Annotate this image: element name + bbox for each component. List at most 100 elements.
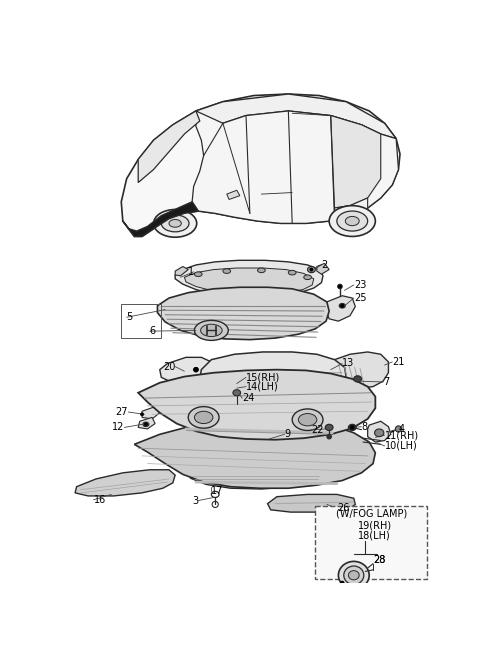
Ellipse shape: [144, 422, 147, 426]
Ellipse shape: [304, 275, 312, 280]
Ellipse shape: [350, 426, 354, 429]
Polygon shape: [267, 495, 355, 512]
Ellipse shape: [348, 424, 356, 430]
Polygon shape: [134, 420, 375, 488]
FancyBboxPatch shape: [315, 506, 427, 579]
Polygon shape: [138, 111, 200, 183]
Ellipse shape: [341, 304, 344, 307]
Ellipse shape: [194, 272, 202, 276]
Text: 26: 26: [337, 503, 349, 514]
Text: (W/FOG LAMP): (W/FOG LAMP): [336, 509, 407, 519]
Ellipse shape: [337, 211, 368, 231]
Polygon shape: [317, 263, 329, 274]
Ellipse shape: [194, 320, 228, 341]
Polygon shape: [75, 470, 175, 496]
Text: 2: 2: [322, 260, 328, 270]
Text: 1: 1: [188, 267, 193, 277]
Polygon shape: [335, 198, 368, 223]
Polygon shape: [200, 352, 346, 396]
Ellipse shape: [201, 324, 222, 337]
Text: 8: 8: [361, 422, 368, 432]
Text: 5: 5: [127, 312, 133, 322]
Polygon shape: [121, 94, 400, 236]
Text: 15(RH): 15(RH): [246, 372, 280, 383]
Ellipse shape: [308, 267, 315, 272]
Text: 24: 24: [242, 393, 254, 403]
Text: 18(LH): 18(LH): [358, 530, 390, 540]
Polygon shape: [326, 296, 355, 321]
Ellipse shape: [340, 581, 344, 585]
Polygon shape: [254, 420, 266, 429]
Ellipse shape: [143, 422, 149, 426]
Polygon shape: [192, 111, 398, 223]
Text: 6: 6: [150, 326, 156, 336]
Polygon shape: [188, 461, 323, 489]
Polygon shape: [331, 115, 381, 208]
Ellipse shape: [329, 206, 375, 236]
Ellipse shape: [310, 268, 313, 271]
Polygon shape: [138, 417, 155, 429]
Ellipse shape: [345, 216, 359, 226]
Ellipse shape: [337, 284, 342, 289]
Polygon shape: [184, 268, 314, 294]
Text: 11(RH): 11(RH): [384, 430, 419, 440]
Ellipse shape: [327, 434, 332, 439]
Text: 19(RH): 19(RH): [358, 520, 392, 530]
Text: 3: 3: [192, 496, 198, 506]
Text: 23: 23: [354, 280, 366, 290]
Ellipse shape: [348, 571, 359, 580]
Text: 9: 9: [285, 429, 290, 440]
Polygon shape: [138, 369, 375, 440]
Ellipse shape: [288, 271, 296, 275]
Text: 27: 27: [116, 407, 128, 417]
Polygon shape: [267, 420, 280, 429]
Text: 20: 20: [163, 362, 175, 371]
Ellipse shape: [161, 215, 189, 232]
Ellipse shape: [258, 268, 265, 272]
Polygon shape: [368, 421, 391, 442]
Ellipse shape: [344, 566, 364, 584]
Ellipse shape: [310, 268, 313, 271]
Ellipse shape: [396, 426, 402, 432]
Ellipse shape: [154, 210, 197, 237]
Polygon shape: [157, 288, 329, 340]
Ellipse shape: [169, 219, 181, 227]
Ellipse shape: [223, 269, 230, 273]
Text: 28: 28: [373, 555, 385, 565]
Polygon shape: [175, 267, 188, 276]
Ellipse shape: [188, 407, 219, 428]
Ellipse shape: [325, 424, 333, 430]
Text: 22: 22: [312, 424, 324, 435]
Text: 4: 4: [398, 424, 405, 434]
Text: 10(LH): 10(LH): [384, 441, 417, 451]
Ellipse shape: [341, 304, 344, 307]
Polygon shape: [227, 190, 240, 200]
Text: 7: 7: [383, 377, 389, 387]
Ellipse shape: [338, 561, 369, 589]
Polygon shape: [240, 420, 252, 429]
Ellipse shape: [292, 409, 323, 430]
Polygon shape: [227, 378, 243, 389]
Ellipse shape: [299, 413, 317, 426]
Polygon shape: [335, 352, 388, 388]
Ellipse shape: [338, 285, 341, 288]
Text: 12: 12: [112, 422, 124, 432]
Text: 14(LH): 14(LH): [246, 382, 279, 392]
Polygon shape: [160, 358, 211, 383]
Ellipse shape: [193, 367, 198, 372]
Ellipse shape: [374, 429, 384, 437]
Text: 16: 16: [94, 495, 106, 505]
Text: 13: 13: [342, 358, 355, 369]
Ellipse shape: [193, 367, 198, 372]
Polygon shape: [142, 407, 160, 419]
Text: 25: 25: [354, 293, 366, 303]
Ellipse shape: [354, 376, 361, 382]
Text: 17: 17: [211, 485, 224, 496]
Text: 21: 21: [392, 357, 405, 367]
Ellipse shape: [233, 390, 240, 396]
Polygon shape: [196, 94, 396, 139]
Ellipse shape: [194, 411, 213, 424]
Polygon shape: [175, 260, 323, 297]
Text: 28: 28: [373, 555, 385, 565]
Ellipse shape: [141, 413, 144, 416]
